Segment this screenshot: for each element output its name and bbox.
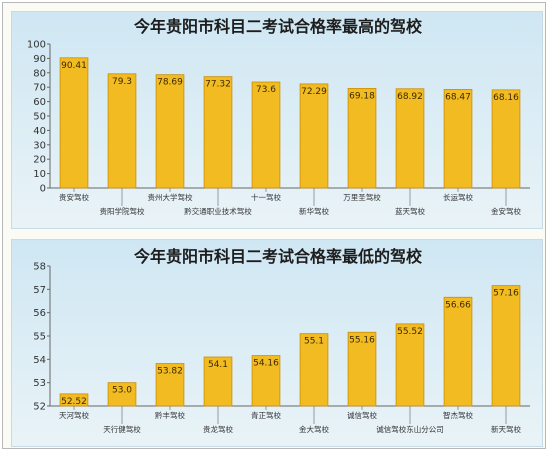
x-tick-label: 长运驾校	[443, 192, 473, 202]
y-tick-label: 53	[33, 378, 46, 389]
x-tick-label: 贵州大学驾校	[148, 192, 193, 202]
data-label: 53.0	[112, 386, 132, 396]
bar	[299, 83, 329, 189]
bar	[155, 363, 185, 407]
bar	[107, 73, 137, 189]
data-label: 68.47	[445, 92, 471, 102]
data-label: 69.18	[349, 91, 375, 101]
data-label: 78.69	[157, 78, 183, 88]
bar	[491, 285, 521, 407]
chart-panel-highest: 今年贵阳市科目二考试合格率最高的驾校 0 10 20 30 40 50 60 70 80 90 10…	[11, 11, 543, 229]
x-tick-label: 蓝天驾校	[395, 206, 425, 216]
data-label: 52.52	[61, 397, 87, 407]
x-tick-label: 新天驾校	[491, 424, 521, 434]
bar	[203, 76, 233, 189]
y-tick-label: 50	[33, 112, 46, 123]
x-tick-label: 诚信驾校东山分公司	[376, 424, 444, 434]
data-label: 73.6	[256, 85, 276, 95]
y-tick-label: 100	[27, 40, 46, 51]
y-tick-label: 60	[33, 97, 46, 108]
data-label: 57.16	[493, 289, 519, 299]
y-tick-label: 54	[33, 355, 46, 366]
y-tick-label: 80	[33, 68, 46, 79]
data-label: 72.29	[301, 87, 327, 97]
data-label: 56.66	[445, 300, 471, 310]
bar	[155, 74, 185, 189]
x-tick-label: 贵阳学院驾校	[100, 206, 145, 216]
bar	[443, 89, 473, 189]
y-tick-label: 52	[33, 402, 46, 413]
x-tick-label: 青正驾校	[251, 410, 281, 420]
bar	[203, 356, 233, 407]
bar	[59, 57, 89, 189]
data-label: 77.32	[205, 80, 231, 90]
x-tick-label: 十一驾校	[251, 192, 281, 202]
x-tick-label: 黔交通职业技术驾校	[184, 206, 252, 216]
chart-lowest-pass-rate: 今年贵阳市科目二考试合格率最低的驾校 52 53 54 55 56 57 58 52.52 天河…	[33, 247, 530, 434]
x-tick-label: 贵安驾校	[59, 192, 89, 202]
bar	[347, 87, 377, 189]
y-tick-label: 0	[40, 184, 46, 195]
data-label: 90.41	[61, 61, 87, 71]
x-tick-label: 天行健驾校	[103, 424, 141, 434]
x-tick-label: 金大驾校	[299, 424, 329, 434]
x-tick-label: 天河驾校	[59, 410, 89, 420]
y-tick-label: 70	[33, 83, 46, 94]
data-label: 68.92	[397, 92, 423, 102]
bar	[491, 89, 521, 189]
bar	[395, 88, 425, 189]
data-label: 68.16	[493, 93, 519, 103]
data-label: 55.16	[349, 335, 375, 345]
y-tick-label: 10	[33, 169, 46, 180]
bar	[347, 331, 377, 407]
data-label: 53.82	[157, 367, 183, 377]
y-tick-label: 30	[33, 140, 46, 151]
y-tick-label: 56	[33, 308, 46, 319]
figure-frame: 今年贵阳市科目二考试合格率最高的驾校 0 10 20 30 40 50 60 70 80 90 10…	[2, 2, 546, 449]
bar	[395, 323, 425, 407]
data-label: 54.16	[253, 359, 279, 369]
y-tick-label: 55	[33, 332, 46, 343]
y-tick-label: 40	[33, 126, 46, 137]
y-tick-label: 90	[33, 54, 46, 65]
x-tick-label: 贵龙驾校	[203, 424, 233, 434]
chart-panel-lowest: 今年贵阳市科目二考试合格率最低的驾校 52 53 54 55 56 57 58 52.52 天河…	[11, 239, 543, 447]
x-tick-label: 智杰驾校	[443, 410, 473, 420]
bar	[251, 355, 281, 407]
x-tick-label: 新华驾校	[299, 206, 329, 216]
bar	[251, 81, 281, 189]
x-tick-label: 万里圣驾校	[343, 192, 381, 202]
y-tick-label: 57	[33, 285, 46, 296]
bar	[443, 296, 473, 407]
x-tick-label: 诚信驾校	[347, 410, 377, 420]
data-label: 55.1	[304, 337, 324, 347]
x-tick-label: 黔丰驾校	[155, 410, 185, 420]
chart-title: 今年贵阳市科目二考试合格率最低的驾校	[133, 247, 423, 266]
chart-highest-pass-rate: 今年贵阳市科目二考试合格率最高的驾校 0 10 20 30 40 50 60 70 80 90 10…	[27, 17, 530, 216]
data-label: 54.1	[208, 360, 228, 370]
y-tick-label: 20	[33, 155, 46, 166]
data-label: 79.3	[112, 77, 132, 87]
x-tick-label: 金安驾校	[491, 206, 521, 216]
y-tick-label: 58	[33, 262, 46, 273]
data-label: 55.52	[397, 327, 423, 337]
chart-title: 今年贵阳市科目二考试合格率最高的驾校	[133, 17, 423, 36]
